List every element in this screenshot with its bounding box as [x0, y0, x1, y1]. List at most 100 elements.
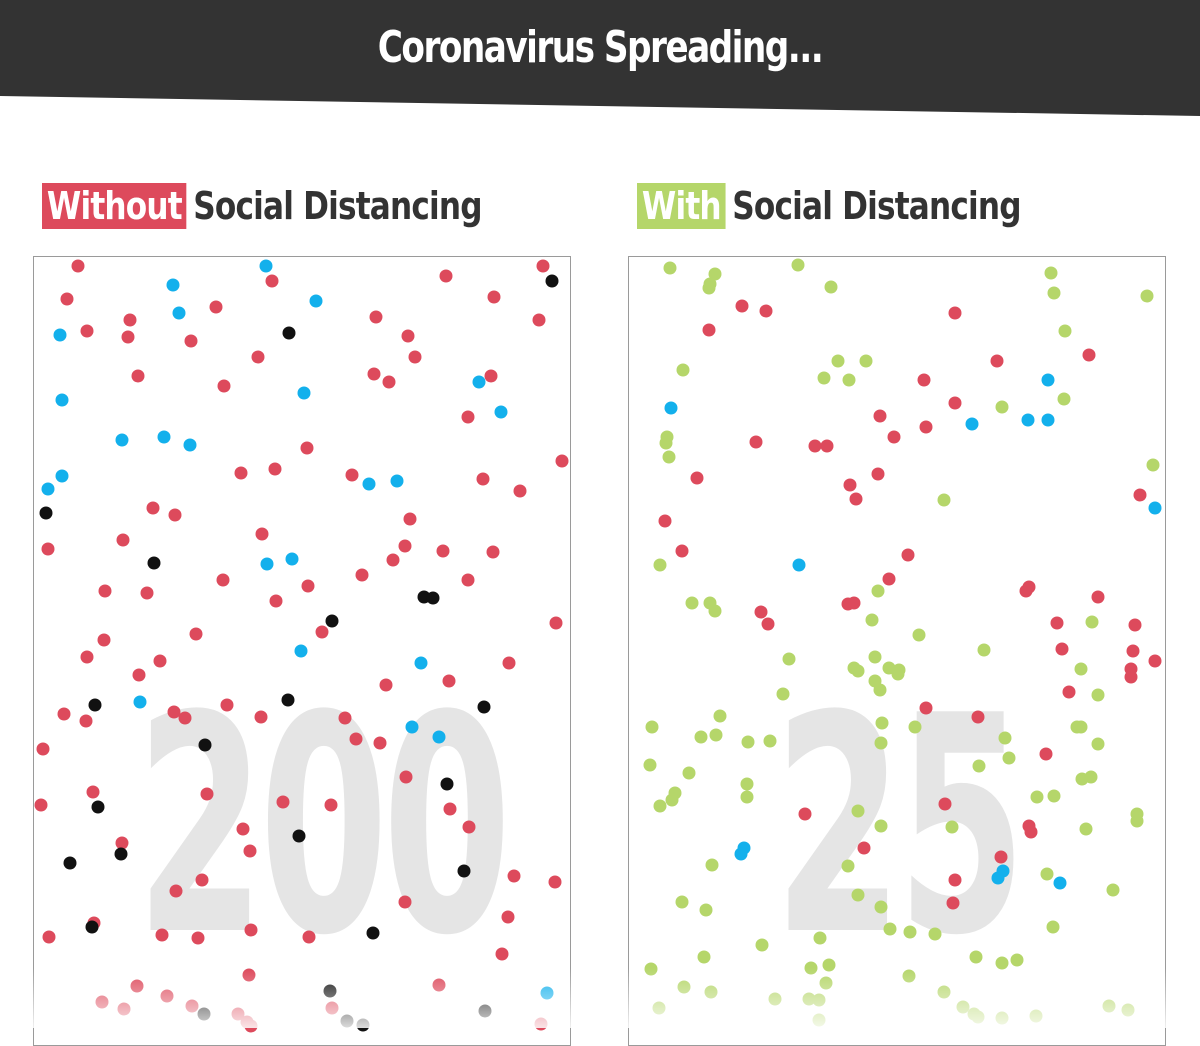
- healthy-dot: [875, 820, 888, 833]
- infected-dot: [1134, 489, 1147, 502]
- infected-dot: [245, 924, 258, 937]
- infected-dot: [368, 368, 381, 381]
- healthy-dot: [818, 372, 831, 385]
- infected-dot: [72, 260, 85, 273]
- infected-dot: [81, 325, 94, 338]
- healthy-dot: [852, 665, 865, 678]
- infected-dot: [821, 440, 834, 453]
- infected-dot: [190, 628, 203, 641]
- healthy-dot: [1048, 287, 1061, 300]
- deceased-dot: [148, 557, 161, 570]
- infected-dot: [736, 300, 749, 313]
- healthy-dot: [769, 993, 782, 1006]
- recovered-dot: [42, 483, 55, 496]
- deceased-dot: [198, 1008, 211, 1021]
- healthy-dot: [860, 355, 873, 368]
- healthy-dot: [677, 364, 690, 377]
- recovered-dot: [310, 295, 323, 308]
- infected-dot: [383, 376, 396, 389]
- infected-dot: [750, 436, 763, 449]
- healthy-dot: [654, 800, 667, 813]
- recovered-dot: [495, 406, 508, 419]
- infected-dot: [556, 455, 569, 468]
- infected-dot: [444, 803, 457, 816]
- healthy-dot: [913, 629, 926, 642]
- deceased-dot: [357, 1019, 370, 1032]
- healthy-dot: [742, 736, 755, 749]
- healthy-dot: [710, 729, 723, 742]
- healthy-dot: [1031, 791, 1044, 804]
- deceased-dot: [326, 615, 339, 628]
- deceased-dot: [86, 921, 99, 934]
- healthy-dot: [703, 282, 716, 295]
- deceased-dot: [199, 739, 212, 752]
- healthy-dot: [875, 901, 888, 914]
- infected-dot: [131, 980, 144, 993]
- healthy-dot: [996, 1012, 1009, 1025]
- heading-label: Social Distancing: [193, 184, 481, 228]
- infected-dot: [404, 513, 417, 526]
- infected-dot: [270, 595, 283, 608]
- recovered-dot: [134, 696, 147, 709]
- healthy-dot: [663, 451, 676, 464]
- infected-dot: [61, 293, 74, 306]
- infected-dot: [888, 431, 901, 444]
- healthy-dot: [875, 737, 888, 750]
- healthy-dot: [1059, 325, 1072, 338]
- healthy-dot: [1030, 1010, 1043, 1023]
- healthy-dot: [666, 794, 679, 807]
- infected-dot: [43, 931, 56, 944]
- infected-dot: [147, 502, 160, 515]
- healthy-dot: [946, 821, 959, 834]
- infected-dot: [42, 543, 55, 556]
- heading-with-social-distancing: With Social Distancing: [637, 183, 1021, 229]
- infected-dot: [676, 545, 689, 558]
- without-tag: Without: [42, 183, 187, 229]
- infected-dot: [316, 626, 329, 639]
- infected-dot: [1025, 826, 1038, 839]
- deceased-dot: [427, 592, 440, 605]
- infected-dot: [237, 823, 250, 836]
- healthy-dot: [653, 1002, 666, 1015]
- healthy-dot: [884, 923, 897, 936]
- recovered-dot: [665, 402, 678, 415]
- simulation-canvas-without: [34, 257, 571, 1046]
- recovered-dot: [1042, 374, 1055, 387]
- heading-without-social-distancing: Without Social Distancing: [42, 183, 482, 229]
- healthy-dot: [852, 805, 865, 818]
- recovered-dot: [406, 721, 419, 734]
- infected-dot: [485, 370, 498, 383]
- healthy-dot: [756, 939, 769, 952]
- healthy-dot: [1047, 921, 1060, 934]
- recovered-dot: [433, 731, 446, 744]
- deceased-dot: [441, 778, 454, 791]
- deceased-dot: [367, 927, 380, 940]
- healthy-dot: [832, 355, 845, 368]
- infected-dot: [703, 324, 716, 337]
- infected-dot: [252, 351, 265, 364]
- recovered-dot: [286, 553, 299, 566]
- infected-dot: [37, 743, 50, 756]
- infected-dot: [487, 546, 500, 559]
- infected-dot: [87, 786, 100, 799]
- deceased-dot: [64, 857, 77, 870]
- infected-dot: [799, 808, 812, 821]
- healthy-dot: [1075, 663, 1088, 676]
- infected-dot: [462, 574, 475, 587]
- recovered-dot: [54, 329, 67, 342]
- infected-dot: [1129, 619, 1142, 632]
- infected-dot: [81, 651, 94, 664]
- recovered-dot: [415, 657, 428, 670]
- recovered-dot: [1149, 502, 1162, 515]
- infected-dot: [437, 545, 450, 558]
- infected-dot: [462, 411, 475, 424]
- recovered-dot: [116, 434, 129, 447]
- healthy-dot: [903, 970, 916, 983]
- infected-dot: [502, 911, 515, 924]
- healthy-dot: [741, 778, 754, 791]
- infected-dot: [35, 799, 48, 812]
- deceased-dot: [283, 327, 296, 340]
- infected-dot: [537, 260, 550, 273]
- infected-dot: [255, 711, 268, 724]
- recovered-dot: [56, 470, 69, 483]
